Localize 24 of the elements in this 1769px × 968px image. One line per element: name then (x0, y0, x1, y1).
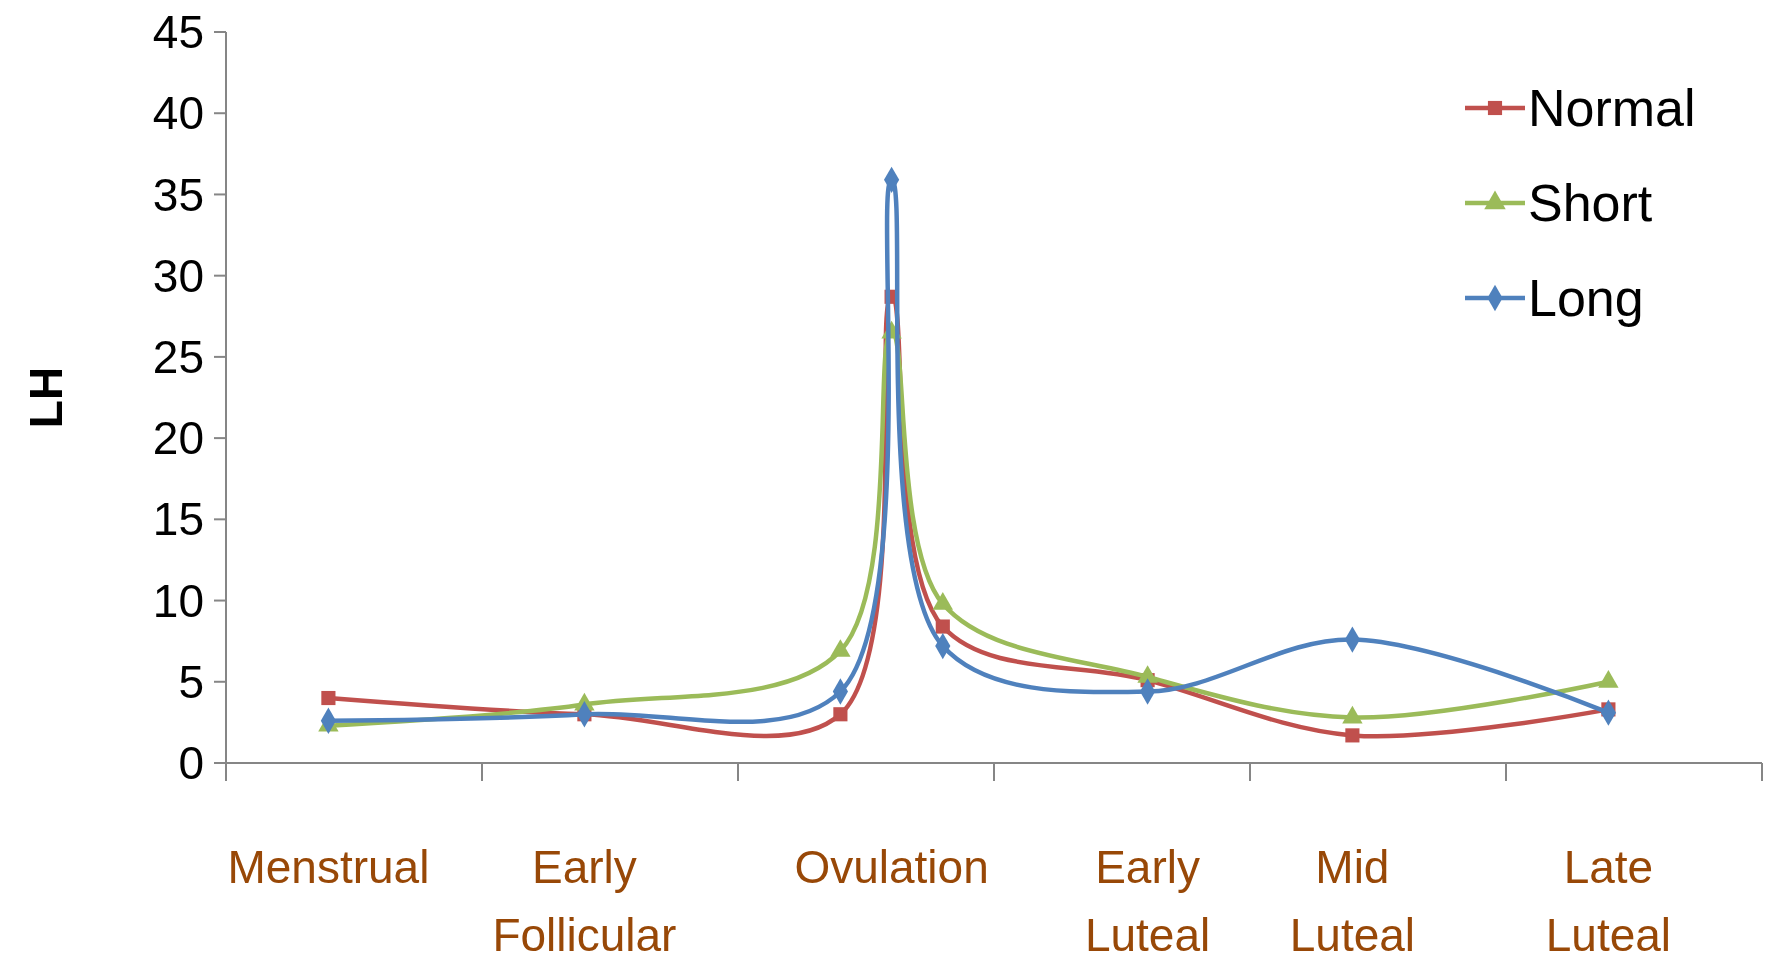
y-tick-label: 25 (152, 330, 204, 383)
y-tick-label: 45 (152, 6, 204, 59)
y-tick-label: 20 (152, 412, 204, 465)
y-tick-label: 10 (152, 574, 204, 627)
legend-label: Short (1528, 174, 1653, 233)
y-tick-label: 0 (178, 737, 204, 790)
x-tick-label: Ovulation (794, 841, 989, 893)
y-tick-label: 5 (178, 655, 204, 708)
y-tick-label: 40 (152, 87, 204, 140)
x-tick-label: Early Follicular (492, 841, 677, 961)
x-tick-label: Menstrual (227, 841, 430, 893)
x-tick-label: Mid Luteal (1289, 841, 1416, 961)
x-tick-label: Early Luteal (1084, 841, 1211, 961)
y-tick-label: 15 (152, 493, 204, 546)
y-tick-label: 35 (152, 168, 204, 221)
legend-label: Normal (1528, 79, 1696, 138)
point (833, 707, 848, 722)
point (321, 690, 336, 706)
y-tick-label: 30 (152, 249, 204, 302)
y-axis-title: LH (20, 366, 72, 429)
point (1345, 728, 1360, 743)
x-tick-label: Late Luteal (1545, 841, 1672, 961)
legend-label: Long (1528, 269, 1644, 328)
point (935, 619, 950, 634)
